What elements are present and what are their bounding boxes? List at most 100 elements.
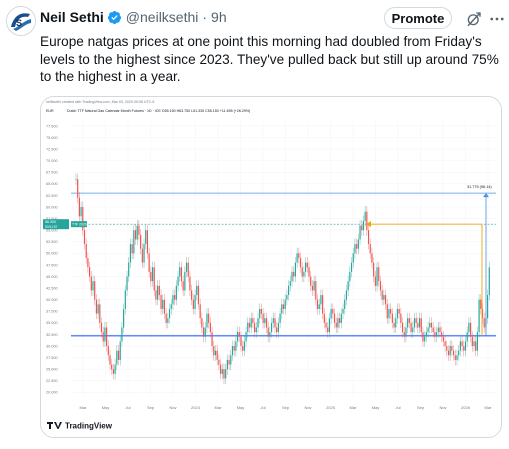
candle-body [301,267,303,277]
candle-body [451,346,453,351]
candle-body [102,332,104,342]
candle-body [158,285,160,296]
candle-body [225,369,227,379]
candle-body [378,267,380,282]
candle-body [306,262,308,268]
candle-body [153,267,155,291]
candle-body [364,211,366,221]
y-tick-label: 55.000 [46,229,58,233]
candle-body [284,299,286,309]
candle-body [106,327,108,347]
candle-body [323,313,325,323]
candle-body [381,290,383,300]
candle-body [218,359,220,365]
x-tick-label: Sep [282,405,290,410]
verified-badge-icon[interactable] [107,10,122,25]
candle-body [223,369,225,379]
candle-body [305,262,307,272]
x-tick-label: May [237,405,245,410]
candle-body [82,207,84,231]
candle-body [396,308,399,319]
more-options-icon[interactable] [488,10,506,28]
author-name[interactable]: Neil Sethi [40,9,104,25]
candle-body [191,290,193,300]
candle-body [276,327,278,333]
candle-body [121,327,123,342]
grok-icon[interactable] [465,10,483,28]
candle-body [425,332,427,337]
candle-body [167,318,169,323]
candle-body [209,322,211,333]
avatar[interactable]: S [6,6,36,36]
candle-body [313,281,315,291]
candle-body [473,341,475,347]
candle-body [92,281,94,291]
y-axis: 77.500 75.000 72.500 70.000 67.500 65.000 62.5… [46,124,58,394]
candle-body [259,308,261,319]
candle-body [126,276,128,291]
candle-body [248,322,251,328]
candle-body [80,207,82,217]
candle-body [407,318,409,328]
candle-body [468,322,470,333]
candle-body [424,336,426,342]
tradingview-logo: TradingView [47,422,113,431]
tradingview-wordmark: TradingView [65,422,113,431]
candle-body [136,225,138,240]
candle-body [151,267,154,282]
candle-body [134,230,137,240]
x-tick-label: Mar [80,405,88,410]
candle-body [174,295,176,300]
candle-body [379,281,382,291]
tweet-media-chart[interactable]: neilksethi created with TradingView.com,… [40,96,502,438]
candle-body [99,304,101,323]
candle-body [90,276,92,291]
candle-body [143,244,145,263]
y-tick-label: 47.500 [46,263,58,267]
candle-body [187,262,189,277]
candle-body [469,322,472,337]
candle-body [123,308,125,328]
candle-body [272,318,274,323]
candle-body [429,322,431,328]
y-tick-label: 32.500 [46,333,58,337]
candle-body [293,271,295,277]
candle-body [454,355,456,360]
separator-dot: · [202,9,208,25]
candle-body [459,341,461,351]
candles [75,173,490,385]
post-time[interactable]: 9h [211,9,227,25]
candle-body [376,267,378,286]
candle-body [112,369,115,374]
candle-body [260,308,262,314]
candle-body [265,318,268,328]
target-arrow-head [366,221,371,228]
candle-body [177,276,179,286]
y-tick-label: 70.000 [46,159,58,163]
candle-body [145,230,147,245]
candle-body [141,248,143,263]
candle-body [398,308,400,314]
candle-body [316,299,319,309]
candle-body [340,313,342,323]
candle-body [170,304,172,309]
candle-body [308,267,310,277]
promote-button[interactable]: Promote [384,7,452,29]
candle-body [333,313,336,323]
x-tick-label: May [372,405,380,410]
candle-body [403,332,405,337]
y-tick-label: 72.500 [46,147,58,151]
candle-body [163,299,166,314]
author-handle[interactable]: @neilksethi [125,9,199,25]
candle-body [417,322,419,328]
candle-body [148,253,150,272]
candle-body [233,346,235,351]
x-tick-label: Nov [304,405,311,410]
x-tick-label: Jul [260,405,265,410]
y-tick-label: 42.500 [46,286,58,290]
candle-body [192,299,194,309]
candle-body [281,304,283,314]
candle-body [83,230,86,245]
candle-body [352,253,354,263]
candle-body [116,350,118,365]
